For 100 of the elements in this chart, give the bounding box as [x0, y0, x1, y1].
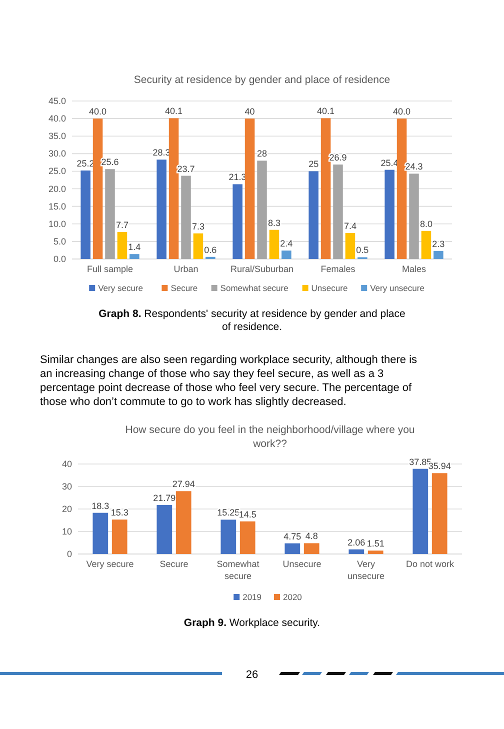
bar	[257, 160, 267, 259]
bar	[176, 491, 192, 554]
data-label: 40.1	[165, 106, 183, 116]
data-label: 7.4	[344, 221, 356, 232]
data-label: 40.0	[89, 106, 107, 117]
data-label: 27.94	[172, 479, 195, 490]
bar	[320, 118, 331, 259]
bar	[368, 550, 384, 554]
data-label: 2.3	[432, 238, 445, 249]
bar	[284, 543, 300, 554]
data-label: 40.0	[393, 106, 411, 117]
legend-label: 2020	[283, 592, 302, 602]
data-label: 28	[256, 148, 268, 159]
bar	[80, 170, 90, 259]
bar	[244, 118, 255, 259]
bar	[282, 250, 292, 259]
data-label: 21.79	[153, 492, 176, 503]
y-tick-label: 35.0	[48, 131, 66, 142]
y-tick-label: 40	[62, 459, 72, 469]
data-label: 4.75	[284, 531, 302, 542]
data-label: 1.51	[366, 538, 384, 549]
y-tick-label: 10.0	[48, 218, 66, 229]
bar	[112, 520, 128, 554]
y-tick-label: 45.0	[48, 96, 66, 106]
data-label: 25.4	[380, 158, 398, 168]
data-label: 15.25	[217, 508, 240, 518]
data-label: 18.3	[92, 500, 110, 511]
legend-label: Very secure	[98, 283, 144, 293]
data-label: 0.5	[356, 245, 369, 256]
data-label: 40.1	[317, 106, 335, 116]
bar	[156, 504, 172, 554]
x-tick-label: Very unsecure	[347, 559, 385, 581]
x-tick-label: Rural/Suburban	[230, 264, 294, 274]
y-tick-label: 20	[62, 504, 72, 514]
y-tick-label: 5.0	[53, 236, 66, 246]
bar	[432, 473, 448, 554]
data-label: 8.0	[420, 218, 432, 229]
chart-title: How secure do you feel in the neighborhood/village where you work??	[125, 424, 415, 450]
data-label: 35.94	[428, 461, 451, 472]
bar	[384, 170, 394, 259]
data-label: 4.8	[305, 531, 318, 542]
legend-label: Secure	[170, 283, 198, 293]
data-label: 2.06	[348, 537, 366, 548]
x-tick-label: Unsecure	[282, 559, 322, 569]
bar	[434, 250, 444, 259]
data-label: 0.6	[204, 244, 217, 255]
bar	[333, 164, 343, 259]
bar	[269, 230, 280, 259]
data-label: 14.5	[238, 509, 256, 520]
x-tick-label: Males	[402, 264, 426, 274]
x-tick-label: Females	[320, 264, 356, 274]
bar	[130, 254, 140, 259]
caption: Graph 9. Workplace security.	[184, 617, 320, 629]
legend-label: Unsecure	[311, 283, 348, 293]
bar	[345, 233, 356, 259]
x-tick-label: Somewhat secure	[216, 559, 260, 581]
bar	[240, 521, 256, 554]
data-label: 2.4	[280, 238, 293, 249]
y-tick-label: 20.0	[48, 184, 66, 194]
bar	[92, 512, 108, 554]
data-label: 7.7	[116, 220, 128, 230]
bar	[409, 174, 419, 259]
data-label: 1.4	[128, 242, 141, 252]
bar	[105, 169, 115, 259]
data-label: 25	[308, 159, 319, 170]
bar	[181, 176, 191, 259]
y-tick-label: 15.0	[48, 201, 66, 212]
y-tick-label: 10	[62, 526, 72, 536]
bar	[421, 230, 432, 259]
bar	[304, 543, 320, 554]
y-tick-label: 25.0	[48, 166, 66, 176]
bar	[220, 520, 236, 554]
y-tick-label: 0.0	[53, 254, 66, 264]
data-label: 15.3	[110, 508, 128, 518]
caption: Graph 8. Respondents' security at residence by gender and place of residence.	[98, 308, 406, 333]
text: Similar changes are also seen regarding workplace security, although there is an increasing change of those who say they feel secure, as well as a 3 percentage point decrease of those who feel very secure. The percentage of those who don’t commute to go to work has slightly decreased.	[40, 354, 418, 408]
text: 26	[246, 669, 258, 681]
x-tick-label: Do not work	[406, 559, 455, 569]
bar	[348, 549, 364, 554]
data-label: 8.3	[268, 218, 280, 228]
bar	[232, 184, 242, 259]
data-label: 7.3	[192, 221, 204, 232]
y-tick-label: 30.0	[48, 148, 66, 159]
data-label: 40	[244, 106, 255, 117]
chart-title: Security at residence by gender and place of residence	[134, 74, 390, 86]
x-tick-label: Urban	[174, 264, 198, 274]
bar	[92, 118, 103, 259]
bar	[412, 468, 428, 554]
bar	[156, 160, 166, 259]
y-tick-label: 30	[62, 482, 72, 492]
bar	[168, 118, 179, 259]
bar	[117, 232, 128, 259]
x-tick-label: Full sample	[86, 264, 134, 274]
x-tick-label: Very secure	[86, 559, 134, 569]
legend-label: Somewhat secure	[220, 283, 289, 293]
legend-label: 2019	[242, 592, 262, 602]
bar	[396, 118, 407, 259]
x-tick-label: Secure	[160, 559, 188, 569]
legend-label: Very unsecure	[370, 283, 425, 293]
bar	[193, 233, 204, 259]
